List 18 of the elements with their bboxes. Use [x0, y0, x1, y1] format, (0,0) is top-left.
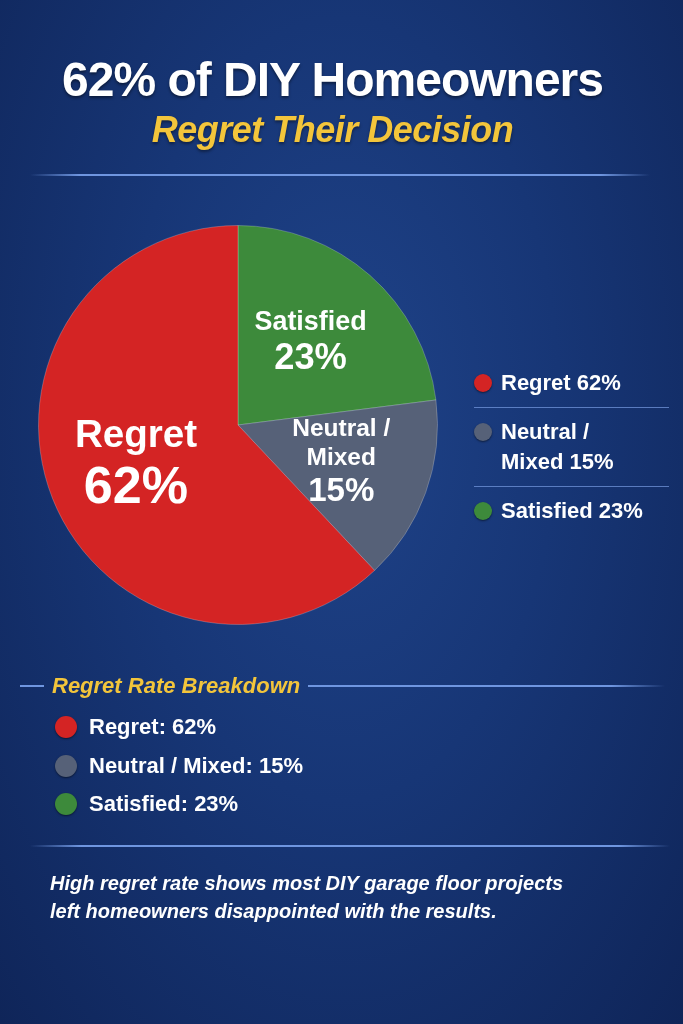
- text: Neutral / Mixed: 15%: [89, 751, 303, 780]
- text: 23%: [598, 498, 643, 523]
- category-label: Regret: [501, 370, 571, 395]
- data-label: 23%: [274, 335, 347, 377]
- chart-subtitle: Regret Their Decision: [150, 108, 515, 152]
- chart-title: 62% of DIY Homeowners: [61, 52, 604, 108]
- data-label: 62%: [83, 455, 189, 514]
- slice-label: Neutral / Mixed: [292, 414, 391, 471]
- text: 62%: [576, 370, 621, 395]
- slice-label: Regret: [74, 412, 198, 456]
- text: Satisfied: 23%: [89, 790, 239, 819]
- text: 15%: [569, 449, 614, 474]
- slice-label: Satisfied: [254, 306, 367, 337]
- text: High regret rate shows most DIY garage floor projects left homeowners disappointed with the results.: [50, 871, 565, 924]
- text: Regret Rate Breakdown: [52, 672, 301, 700]
- text: Regret: 62%: [89, 713, 217, 742]
- data-label: 15%: [308, 470, 375, 508]
- legend-label: Satisfied: [501, 498, 593, 523]
